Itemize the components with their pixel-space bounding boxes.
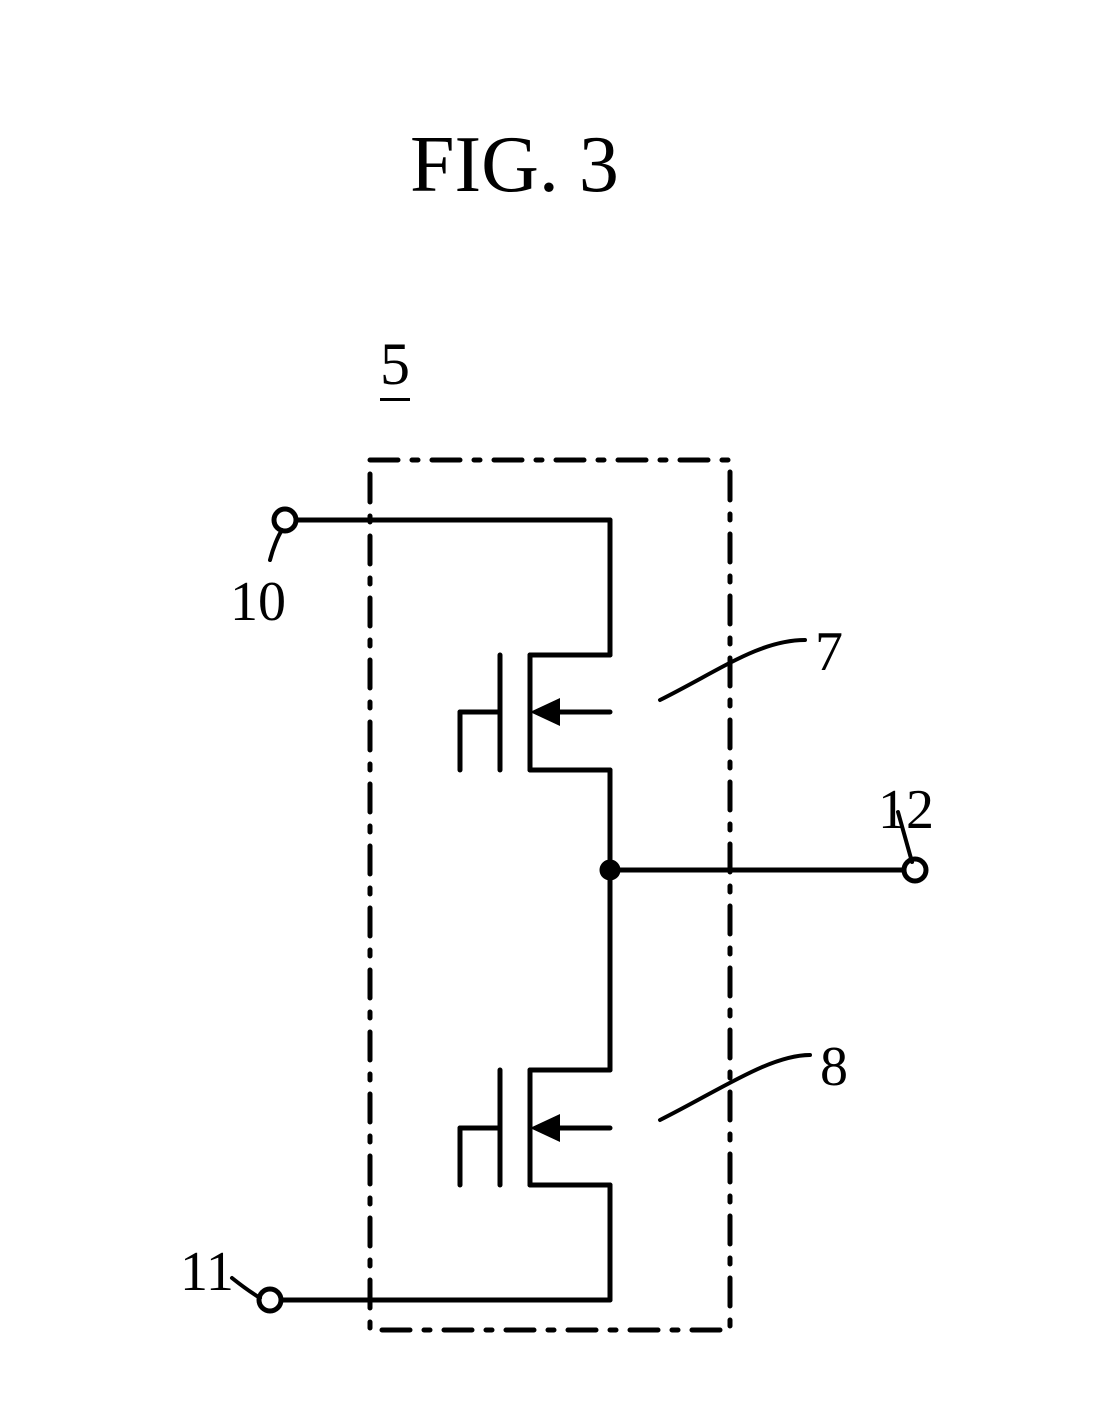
leader-12 xyxy=(898,812,912,862)
page: FIG. 3 5 10 11 12 7 8 xyxy=(0,0,1118,1424)
terminal-11 xyxy=(259,1289,281,1311)
fet-8 xyxy=(460,1070,610,1185)
fet-7-arrow xyxy=(530,698,560,726)
node-mid xyxy=(602,862,618,878)
fet-7 xyxy=(460,655,610,770)
leader-10 xyxy=(270,530,282,560)
fet-8-arrow xyxy=(530,1114,560,1142)
ic-outline-box xyxy=(370,460,730,1330)
leader-8 xyxy=(660,1055,810,1120)
terminal-12 xyxy=(904,859,926,881)
circuit-diagram xyxy=(0,0,1118,1424)
leader-11 xyxy=(232,1278,260,1298)
terminal-10 xyxy=(274,509,296,531)
